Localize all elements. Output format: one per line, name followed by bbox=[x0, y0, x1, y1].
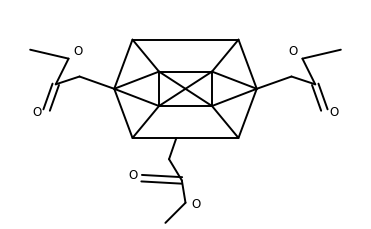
Text: O: O bbox=[33, 106, 42, 119]
Text: O: O bbox=[128, 169, 137, 183]
Text: O: O bbox=[329, 106, 338, 119]
Text: O: O bbox=[192, 199, 201, 212]
Text: O: O bbox=[289, 45, 298, 58]
Text: O: O bbox=[73, 45, 82, 58]
